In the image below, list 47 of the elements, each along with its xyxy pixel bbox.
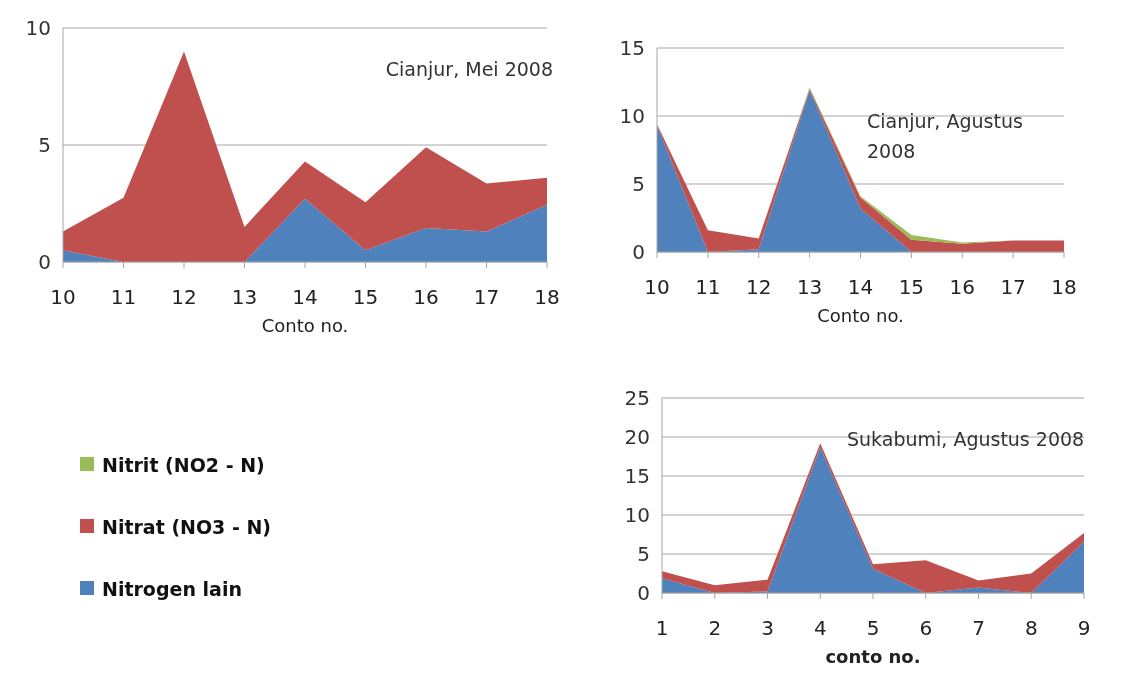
- y-tick-label: 0: [38, 250, 51, 274]
- x-tick-label: 5: [866, 616, 880, 640]
- y-tick-label: 10: [25, 16, 51, 40]
- x-tick-label: 1: [655, 616, 669, 640]
- x-tick-label: 3: [761, 616, 774, 640]
- x-axis-title: Conto no.: [261, 315, 349, 336]
- y-tick-label: 0: [632, 240, 645, 264]
- x-tick-label: 18: [1051, 275, 1077, 299]
- x-tick-label: 15: [898, 275, 925, 299]
- x-tick-label: 13: [796, 275, 823, 299]
- x-tick-label: 8: [1024, 616, 1038, 640]
- y-tick-label: 10: [624, 503, 650, 527]
- x-tick-label: 14: [847, 275, 874, 299]
- y-tick-label: 0: [637, 581, 650, 605]
- annotation: Cianjur, Agustus 2008: [867, 110, 1023, 162]
- x-axis-title: conto no.: [825, 646, 921, 667]
- x-tick-label: 7: [972, 616, 985, 640]
- y-tick-label: 5: [637, 542, 650, 566]
- x-tick-label: 18: [534, 285, 560, 309]
- y-tick-label: 5: [38, 133, 51, 157]
- legend-label: Nitrit (NO2 - N): [102, 453, 265, 476]
- x-tick-label: 6: [919, 616, 933, 640]
- legend-label: Nitrat (NO3 - N): [102, 515, 272, 538]
- y-tick-label: 20: [624, 425, 650, 449]
- x-tick-label: 17: [473, 285, 500, 309]
- y-tick-label: 5: [632, 172, 645, 196]
- x-tick-label: 9: [1077, 616, 1091, 640]
- x-tick-label: 12: [746, 275, 772, 299]
- legend-label: Nitrogen lain: [102, 577, 242, 600]
- x-tick-label: 2: [708, 616, 722, 640]
- y-tick-label: 25: [624, 386, 650, 410]
- x-tick-label: 4: [813, 616, 827, 640]
- annotation: Cianjur, Mei 2008: [385, 58, 553, 80]
- x-tick-label: 16: [413, 285, 439, 309]
- x-tick-label: 13: [231, 285, 258, 309]
- y-tick-label: 10: [619, 104, 645, 128]
- x-tick-label: 14: [292, 285, 318, 309]
- x-tick-label: 11: [110, 285, 137, 309]
- y-tick-label: 15: [619, 36, 645, 60]
- x-tick-label: 12: [171, 285, 197, 309]
- x-tick-label: 17: [1000, 275, 1026, 299]
- x-tick-label: 16: [949, 275, 975, 299]
- x-tick-label: 11: [695, 275, 721, 299]
- y-tick-label: 15: [624, 464, 650, 488]
- x-axis-title: Conto no.: [817, 305, 904, 326]
- x-tick-label: 15: [352, 285, 379, 309]
- annotation: Sukabumi, Agustus 2008: [847, 428, 1085, 450]
